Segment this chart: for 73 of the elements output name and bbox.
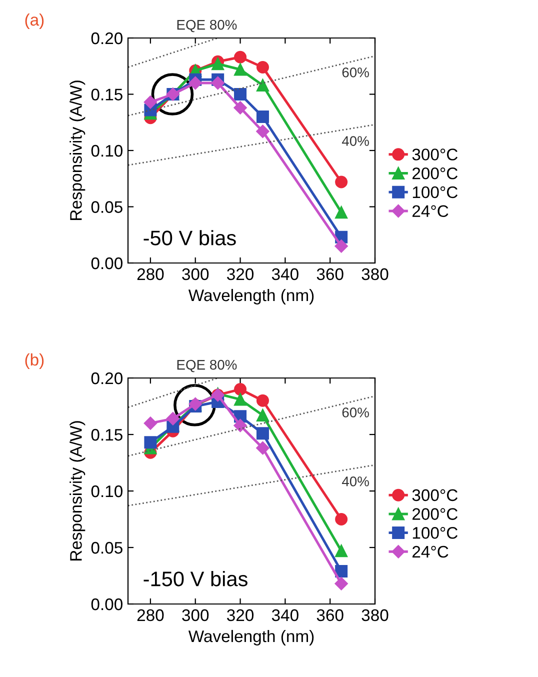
- y-tick-label: 0.20: [91, 32, 122, 44]
- y-tick-label: 0.20: [91, 372, 122, 384]
- x-axis-title: Wavelength (nm): [188, 630, 314, 646]
- point: [234, 50, 247, 64]
- point: [188, 76, 202, 90]
- point: [234, 418, 247, 432]
- x-tick-label: 300: [182, 609, 209, 622]
- annotation: 40%: [342, 136, 369, 146]
- point: [256, 79, 269, 92]
- y-axis-title: Responsivity (A/W): [70, 80, 86, 220]
- point: [256, 441, 270, 455]
- point: [335, 206, 348, 219]
- point: [334, 240, 348, 253]
- legend-label: 24°C: [412, 546, 448, 558]
- annotation: -50 V bias: [144, 230, 236, 246]
- point: [212, 58, 224, 70]
- point: [211, 76, 224, 90]
- y-tick-label: 0.10: [91, 485, 122, 498]
- point: [144, 416, 158, 430]
- y-tick-label: 0.00: [91, 257, 122, 270]
- x-tick-label: 360: [316, 268, 344, 280]
- point: [166, 412, 180, 426]
- chart-title: (a): [25, 13, 44, 29]
- point: [256, 61, 269, 74]
- annotation: -150 V bias: [144, 571, 248, 586]
- point: [234, 88, 247, 100]
- point: [256, 110, 269, 123]
- text: EQE 80%: [177, 360, 237, 372]
- x-tick-label: 280: [137, 609, 164, 622]
- y-tick-label: 0.05: [91, 542, 122, 554]
- point: [256, 394, 269, 407]
- y-tick-label: 0.05: [91, 201, 122, 213]
- y-tick-label: 0.00: [91, 598, 122, 610]
- text: EQE 80%: [177, 20, 237, 32]
- point: [335, 544, 348, 558]
- point: [234, 101, 247, 114]
- x-tick-label: 320: [227, 268, 254, 280]
- legend-label: 300°C: [412, 148, 458, 160]
- point: [144, 436, 157, 449]
- legend-label: 300°C: [412, 489, 458, 502]
- x-tick-label: 380: [362, 609, 388, 622]
- legend-label: 200°C: [412, 167, 458, 180]
- annotation: 40%: [342, 476, 369, 486]
- chart-title: (b): [25, 353, 44, 369]
- legend-label: 100°C: [412, 186, 458, 198]
- y-tick-label: 0.15: [91, 428, 122, 441]
- x-axis-title: Wavelength (nm): [188, 288, 314, 304]
- x-tick-label: 320: [227, 609, 254, 622]
- point: [256, 427, 269, 440]
- point: [335, 176, 348, 188]
- point: [234, 393, 247, 406]
- x-tick-label: 380: [362, 268, 388, 280]
- annotation: 60%: [342, 67, 369, 78]
- x-tick-label: 360: [316, 609, 344, 622]
- point: [256, 409, 269, 422]
- y-tick-label: 0.10: [91, 144, 122, 157]
- point: [335, 513, 348, 526]
- x-tick-label: 300: [182, 268, 209, 280]
- annotation: 60%: [342, 408, 369, 418]
- point: [234, 63, 247, 76]
- x-tick-label: 340: [272, 268, 298, 280]
- point: [335, 564, 348, 578]
- y-axis-title: Responsivity (A/W): [70, 421, 86, 560]
- y-tick-label: 0.15: [91, 88, 122, 100]
- legend-label: 200°C: [412, 508, 458, 520]
- x-tick-label: 280: [137, 268, 164, 280]
- point: [256, 124, 270, 138]
- legend-label: 100°C: [412, 527, 458, 539]
- x-tick-label: 340: [272, 609, 298, 622]
- point: [234, 383, 247, 396]
- legend-label: 24°C: [412, 205, 448, 218]
- point: [334, 577, 348, 590]
- point: [144, 96, 158, 109]
